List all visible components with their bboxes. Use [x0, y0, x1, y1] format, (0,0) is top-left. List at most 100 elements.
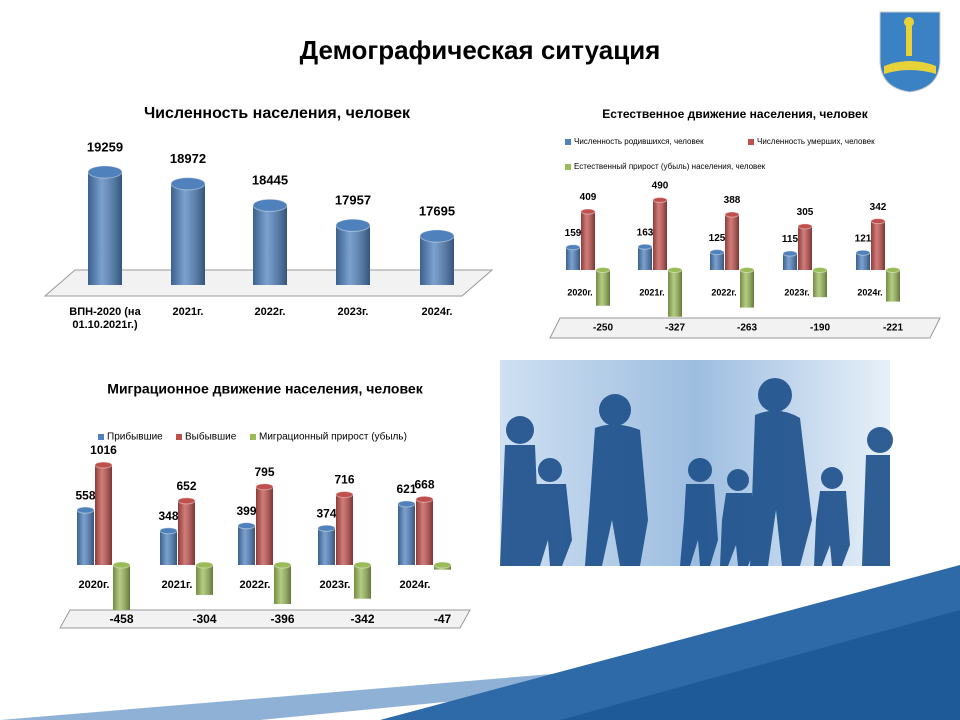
- legend-swatch: [748, 139, 754, 145]
- bar-cap: [709, 249, 725, 256]
- x-tick-label: 2021г.: [172, 306, 204, 318]
- bar-shade: [256, 486, 273, 565]
- bar-cap: [885, 266, 901, 274]
- bar-cap: [782, 250, 798, 257]
- data-label: 621: [396, 482, 416, 496]
- x-tick-label: 2021г.: [161, 579, 192, 591]
- x-tick-label: 2023г.: [319, 579, 350, 591]
- bar-shade: [653, 200, 667, 270]
- data-label: -327: [665, 323, 685, 334]
- bar-cap: [652, 196, 668, 204]
- data-label: 1016: [90, 443, 117, 457]
- data-label: -250: [593, 323, 613, 334]
- bar-cap: [195, 561, 214, 569]
- x-tick-label: 2023г.: [784, 287, 809, 297]
- legend-label: Естественный прирост (убыль) населения, …: [574, 162, 766, 171]
- data-label: 18972: [170, 151, 206, 166]
- bar-cap: [397, 500, 416, 508]
- data-label: 348: [158, 509, 178, 523]
- data-label: 18445: [252, 173, 288, 188]
- x-tick-label: 2020г.: [78, 579, 109, 591]
- bar-shade: [740, 270, 754, 308]
- bar-shade: [354, 565, 371, 599]
- bar-shade: [813, 270, 827, 298]
- bar-cap: [870, 218, 886, 225]
- data-label: 795: [254, 465, 274, 479]
- bar-shade: [638, 246, 652, 270]
- bar-shade: [253, 205, 287, 285]
- bar-shade: [725, 214, 739, 270]
- data-label: -342: [350, 612, 374, 626]
- x-tick-label: 2024г.: [399, 579, 430, 591]
- family-photo: [500, 360, 893, 566]
- decor-band: [560, 610, 960, 720]
- bar-cap: [317, 524, 336, 532]
- data-label: 17957: [335, 193, 371, 208]
- bar-cap: [433, 561, 452, 569]
- bar-shade: [336, 494, 353, 565]
- bar-cap: [87, 165, 123, 179]
- bar-cap: [637, 243, 653, 250]
- chart-title: Численность населения, человек: [144, 105, 411, 122]
- bar-cap: [170, 177, 206, 191]
- legend-swatch: [565, 164, 571, 170]
- x-tick-label: 2022г.: [254, 306, 286, 318]
- bar-cap: [353, 561, 372, 569]
- data-label: 163: [637, 227, 654, 238]
- bar-shade: [783, 253, 797, 270]
- bar-cap: [335, 218, 371, 232]
- bar-cap: [94, 461, 113, 469]
- data-label: 342: [870, 202, 887, 213]
- bar-shade: [88, 172, 122, 285]
- bar-shade: [238, 525, 255, 565]
- bar-cap: [595, 266, 611, 274]
- data-label: -263: [737, 323, 757, 334]
- bar-cap: [419, 229, 455, 243]
- bar-shade: [581, 211, 595, 270]
- x-tick-label: 2020г.: [567, 287, 592, 297]
- chart-title: Миграционное движение населения, человек: [107, 381, 423, 397]
- bar-shade: [398, 503, 415, 565]
- bar-cap: [335, 490, 354, 499]
- chart-floor: [59, 609, 471, 629]
- bar-cap: [112, 561, 131, 569]
- bar-cap: [76, 506, 95, 514]
- bar-cap: [667, 266, 683, 274]
- x-tick-label: 2022г.: [239, 579, 270, 591]
- data-label: 399: [236, 504, 256, 518]
- bar-cap: [255, 483, 274, 491]
- bar-cap: [812, 266, 828, 274]
- legend-label: Миграционный прирост (убыль): [259, 431, 407, 443]
- bar-shade: [77, 510, 94, 565]
- bar-shade: [420, 236, 454, 285]
- bar-cap: [177, 497, 196, 505]
- data-label: 305: [797, 207, 814, 218]
- legend-swatch: [250, 434, 256, 440]
- data-label: -304: [192, 612, 216, 626]
- slide-title: Демографическая ситуация: [300, 35, 661, 65]
- bar-cap: [855, 249, 871, 256]
- bar-cap: [739, 266, 755, 274]
- bar-cap: [565, 244, 581, 251]
- bar-cap: [797, 223, 813, 230]
- bar-shade: [668, 270, 682, 317]
- data-label: 668: [414, 477, 434, 491]
- data-label: -190: [810, 323, 830, 334]
- legend-swatch: [98, 434, 104, 440]
- data-label: 490: [652, 181, 669, 192]
- x-tick-label: 2023г.: [337, 306, 369, 318]
- legend-label: Выбывшие: [185, 431, 237, 443]
- bar-shade: [798, 226, 812, 270]
- data-label: -458: [109, 612, 133, 626]
- bar-cap: [237, 522, 256, 530]
- chart-floor: [549, 317, 941, 339]
- data-label: -396: [270, 612, 294, 626]
- data-label: 17695: [419, 203, 455, 218]
- x-tick-label: 2024г.: [857, 287, 882, 297]
- data-label: 19259: [87, 139, 123, 154]
- chart-title: Естественное движение населения, человек: [602, 107, 868, 121]
- data-label: 125: [709, 233, 726, 244]
- data-label: 121: [855, 233, 872, 244]
